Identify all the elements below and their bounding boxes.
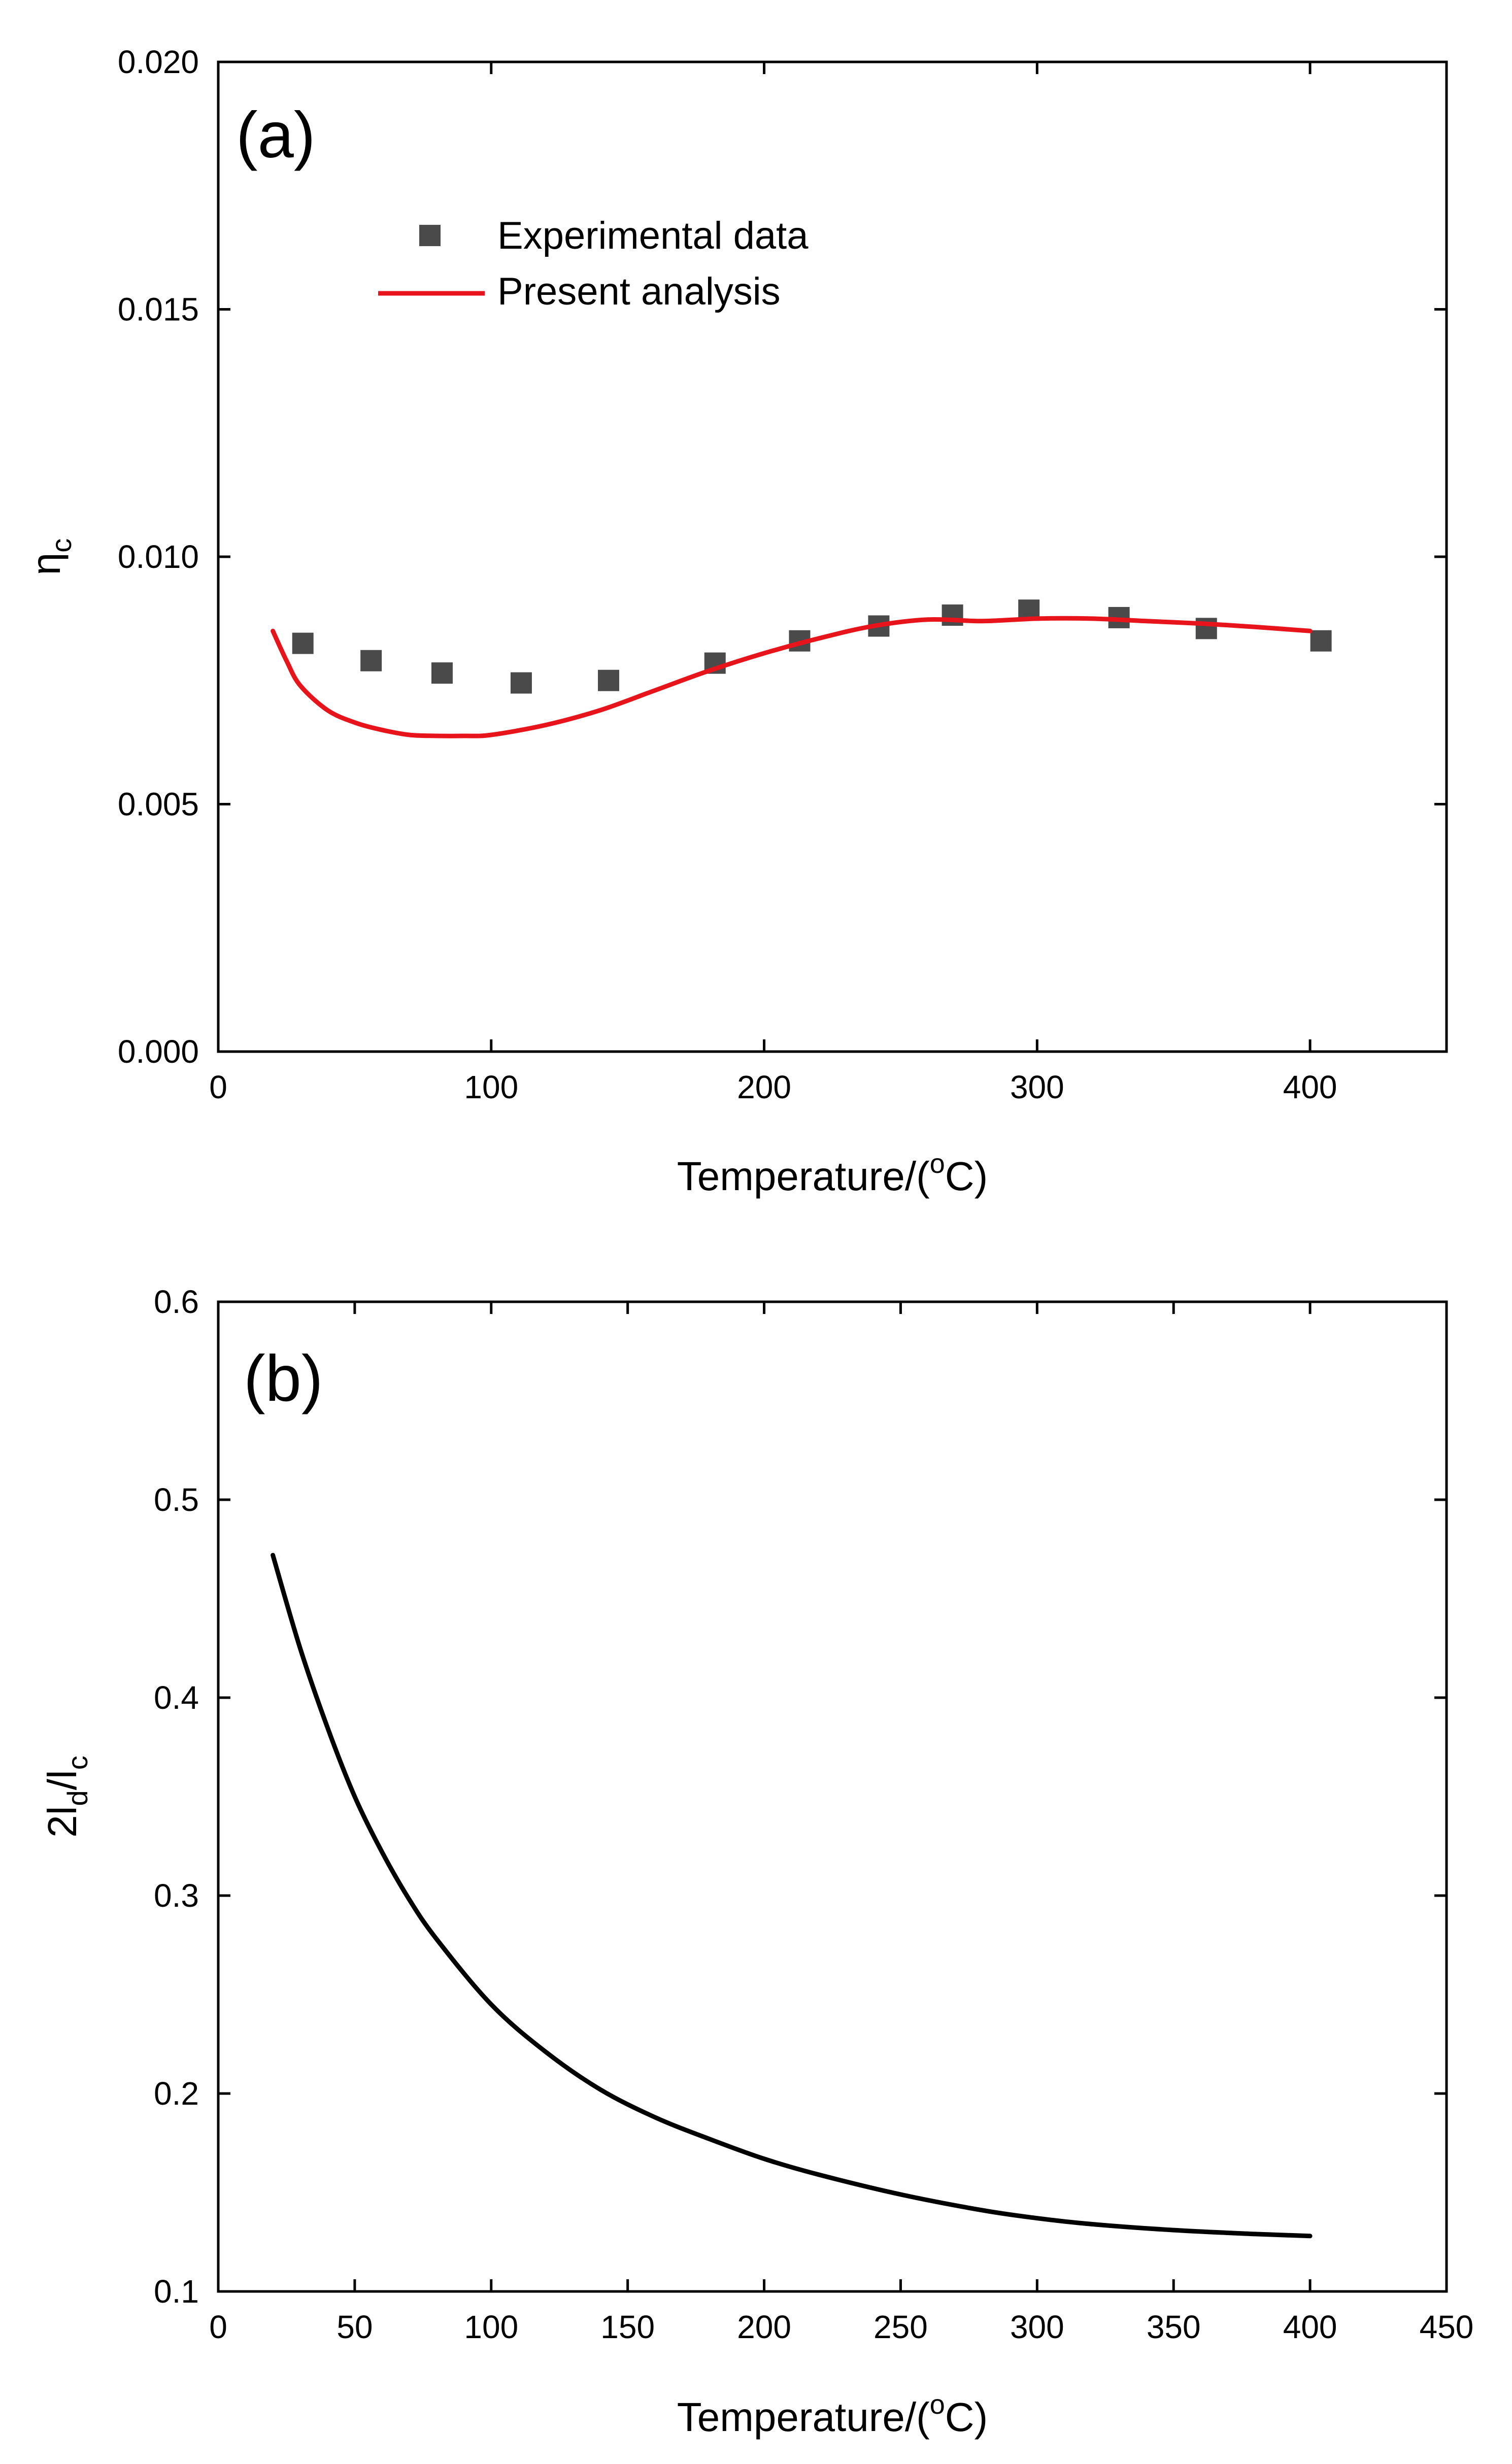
data-point	[598, 669, 620, 691]
x-tick-label: 300	[1010, 2309, 1064, 2345]
series-line-b-0	[271, 1552, 1313, 2239]
y-title-sub-d: d	[61, 1790, 93, 1806]
legend-label-experimental: Experimental data	[497, 214, 809, 257]
y-tick-label: 0.000	[118, 1033, 199, 1070]
x-tick-label: 100	[464, 2309, 518, 2345]
y-tick-label: 0.010	[118, 538, 199, 575]
x-title-sup: o	[930, 1149, 945, 1179]
legend-marker-experimental	[419, 225, 441, 246]
x-title-sup: o	[930, 2389, 945, 2420]
x-tick-label: 50	[337, 2309, 373, 2345]
panel-a-legend: Experimental data Present analysis	[378, 214, 809, 313]
y-tick-label: 0.6	[154, 1284, 199, 1320]
y-tick-label: 0.4	[154, 1679, 199, 1716]
panel-a-marks	[271, 599, 1332, 738]
x-tick-label: 300	[1010, 1069, 1064, 1105]
x-tick-label: 200	[737, 1069, 791, 1105]
y-tick-label: 0.2	[154, 2075, 199, 2112]
y-title-sub: c	[45, 538, 77, 553]
panel-b-marks	[271, 1552, 1313, 2239]
panel-b-ticks: 0 50 100 150 200 250 300 350 400 450 0.1 0.2 0.3 0.4 0…	[154, 1284, 1473, 2345]
y-tick-label: 0.005	[118, 786, 199, 823]
data-point	[510, 672, 532, 694]
data-point	[292, 632, 314, 654]
y-tick-label: 0.3	[154, 1877, 199, 1914]
x-tick-label: 450	[1420, 2309, 1474, 2345]
panel-a-plot-frame	[217, 60, 1448, 1053]
x-tick-label: 250	[873, 2309, 928, 2345]
panel-b: 0 50 100 150 200 250 300 350 400 450 0.1 0.2 0.3 0.4 0…	[40, 1284, 1473, 2440]
panel-a-y-axis-title: ηc	[23, 538, 77, 576]
data-point	[1195, 618, 1217, 639]
y-title-a: 2l	[40, 1806, 85, 1837]
data-point	[431, 662, 453, 684]
x-tick-label: 200	[737, 2309, 791, 2345]
x-tick-label: 0	[209, 1069, 227, 1105]
x-tick-label: 400	[1283, 2309, 1337, 2345]
y-tick-label: 0.020	[118, 44, 199, 80]
y-tick-label: 0.015	[118, 291, 199, 328]
y-title-b: /l	[40, 1770, 85, 1790]
panel-b-plot-frame	[217, 1300, 1448, 2293]
legend-label-present-analysis: Present analysis	[497, 270, 781, 313]
y-tick-label: 0.5	[154, 1481, 199, 1518]
data-point	[1310, 630, 1332, 652]
x-title-end: C)	[945, 2394, 988, 2440]
data-point	[360, 650, 382, 671]
panel-a-ticks: 0 100 200 300 400 0.000 0.005 0.010 0.015 0.020	[118, 44, 1447, 1105]
x-tick-label: 400	[1283, 1069, 1337, 1105]
x-title-main: Temperature/(	[677, 1154, 930, 1199]
panel-a-x-axis-title: Temperature/(oC)	[677, 1149, 988, 1199]
x-title-end: C)	[945, 1154, 988, 1199]
x-tick-label: 100	[464, 1069, 518, 1105]
panel-a: 0 100 200 300 400 0.000 0.005 0.010 0.015 0.020 (…	[23, 44, 1448, 1199]
panel-a-label: (a)	[236, 99, 315, 172]
x-title-main: Temperature/(	[677, 2394, 930, 2440]
panel-b-label: (b)	[244, 1342, 323, 1415]
panel-b-y-axis-title: 2ld/lc	[40, 1756, 93, 1837]
panel-b-x-axis-title: Temperature/(oC)	[677, 2389, 988, 2440]
x-tick-label: 150	[600, 2309, 655, 2345]
x-tick-label: 350	[1147, 2309, 1201, 2345]
x-tick-label: 0	[209, 2309, 227, 2345]
series-line-a-1	[271, 616, 1313, 738]
y-title-sub-c: c	[61, 1756, 93, 1770]
y-tick-label: 0.1	[154, 2273, 199, 2310]
y-title-main: η	[23, 553, 69, 576]
